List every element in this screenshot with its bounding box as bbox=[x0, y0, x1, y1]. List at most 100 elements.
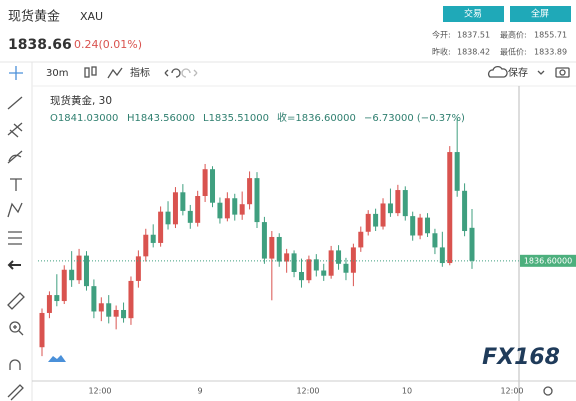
candle-body bbox=[224, 198, 230, 219]
stat-label: 今开: bbox=[432, 30, 451, 40]
candle-body bbox=[276, 236, 282, 262]
candle-body bbox=[121, 309, 127, 319]
candle-body bbox=[432, 233, 438, 248]
candle-body bbox=[298, 271, 304, 281]
candle-body bbox=[106, 303, 112, 317]
candle-body bbox=[439, 247, 445, 264]
candle-body bbox=[462, 190, 468, 232]
candle-body bbox=[365, 213, 371, 232]
tool-icons[interactable] bbox=[7, 66, 25, 401]
candle-body bbox=[284, 253, 290, 262]
candle-body bbox=[447, 152, 453, 264]
candle-body bbox=[261, 222, 267, 259]
indicator[interactable]: 指标 bbox=[130, 66, 150, 79]
time-label: 9 bbox=[197, 387, 202, 396]
candle-body bbox=[128, 280, 134, 319]
candle-body bbox=[150, 234, 156, 243]
legend-open: O1841.03000 bbox=[50, 113, 118, 124]
stat-value: 1833.89 bbox=[534, 48, 567, 57]
legend-high: H1843.56000 bbox=[127, 113, 195, 124]
candle-body bbox=[195, 196, 201, 223]
candle-body bbox=[417, 217, 423, 236]
candle-body bbox=[469, 227, 475, 261]
candle-body bbox=[343, 263, 349, 273]
candle-body bbox=[306, 259, 312, 281]
candle-body bbox=[321, 270, 327, 276]
stat-label: 最低价: bbox=[500, 47, 527, 57]
candle-body bbox=[98, 303, 104, 312]
candle-body bbox=[410, 216, 416, 236]
time-label: 10 bbox=[402, 387, 412, 396]
candle-body bbox=[247, 178, 253, 205]
redo-icon[interactable] bbox=[181, 68, 198, 78]
chevron[interactable] bbox=[537, 70, 545, 75]
settings-icon[interactable] bbox=[543, 386, 553, 396]
candle-body bbox=[358, 231, 364, 248]
candle-body bbox=[336, 250, 342, 264]
candle-body bbox=[61, 269, 67, 302]
candle-body bbox=[172, 192, 178, 225]
undo-icon[interactable] bbox=[164, 68, 181, 78]
title: 现货黄金 bbox=[8, 9, 60, 25]
candle-body bbox=[313, 259, 319, 271]
indicator-icon[interactable] bbox=[107, 67, 123, 79]
fullscreen-label[interactable]: 全屏 bbox=[531, 8, 549, 20]
candle-body bbox=[91, 286, 97, 312]
interval[interactable]: 30m bbox=[46, 68, 68, 79]
candle-body bbox=[402, 190, 408, 217]
candle-body bbox=[454, 152, 460, 191]
candle-body bbox=[380, 203, 386, 227]
trade-label[interactable]: 交易 bbox=[464, 8, 482, 20]
stat-label: 最高价: bbox=[500, 30, 527, 40]
candle-body bbox=[254, 178, 260, 223]
candle-body bbox=[39, 312, 45, 348]
candle-body bbox=[210, 169, 216, 203]
candle-body bbox=[395, 190, 401, 214]
stat-value: 1837.51 bbox=[457, 31, 490, 40]
candle-body bbox=[187, 210, 193, 223]
stat-value: 1838.42 bbox=[457, 48, 490, 57]
stat-value: 1855.71 bbox=[534, 31, 567, 40]
camera-icon[interactable] bbox=[555, 67, 570, 78]
candle-body bbox=[76, 255, 82, 281]
candle-body bbox=[217, 202, 223, 219]
candle-body bbox=[425, 217, 431, 234]
candle-body bbox=[387, 203, 393, 214]
last-price-box bbox=[520, 254, 576, 267]
legend-low: L1835.51000 bbox=[203, 113, 269, 124]
save[interactable]: 保存 bbox=[508, 66, 528, 79]
last-price-label: 1836.60000 bbox=[524, 256, 572, 265]
change: 0.24(0.01%) bbox=[74, 38, 142, 51]
candle-body bbox=[373, 213, 379, 227]
logo-icon bbox=[48, 355, 66, 362]
watermark: FX168 bbox=[482, 345, 560, 370]
legend-change: −6.73000 (−0.37%) bbox=[364, 113, 465, 124]
candle-body bbox=[83, 255, 89, 287]
time-label: 12:00 bbox=[500, 387, 523, 396]
candle-body bbox=[291, 253, 297, 272]
candle-body bbox=[202, 169, 208, 197]
candle-body bbox=[54, 295, 60, 302]
candle-body bbox=[46, 295, 52, 313]
candle-body bbox=[69, 269, 75, 281]
candle-body bbox=[158, 211, 164, 243]
legend-close: 收=1836.60000 bbox=[277, 111, 356, 124]
candle-body bbox=[328, 250, 334, 276]
trade-button[interactable] bbox=[443, 6, 504, 22]
candle-body bbox=[180, 192, 186, 211]
candle-body bbox=[143, 234, 149, 257]
candle-body bbox=[232, 198, 238, 215]
fullscreen-button[interactable] bbox=[510, 6, 571, 22]
cloud-icon[interactable] bbox=[488, 65, 508, 78]
symbol: XAU bbox=[80, 10, 103, 23]
legend-name: 现货黄金, 30 bbox=[50, 94, 112, 107]
time-label: 12:00 bbox=[88, 387, 111, 396]
candle-body bbox=[113, 309, 119, 317]
candle-body bbox=[269, 236, 275, 259]
price: 1838.66 bbox=[8, 37, 72, 53]
candle-body bbox=[350, 247, 356, 273]
chart-type-icon[interactable] bbox=[84, 66, 97, 78]
time-label: 12:00 bbox=[296, 387, 319, 396]
